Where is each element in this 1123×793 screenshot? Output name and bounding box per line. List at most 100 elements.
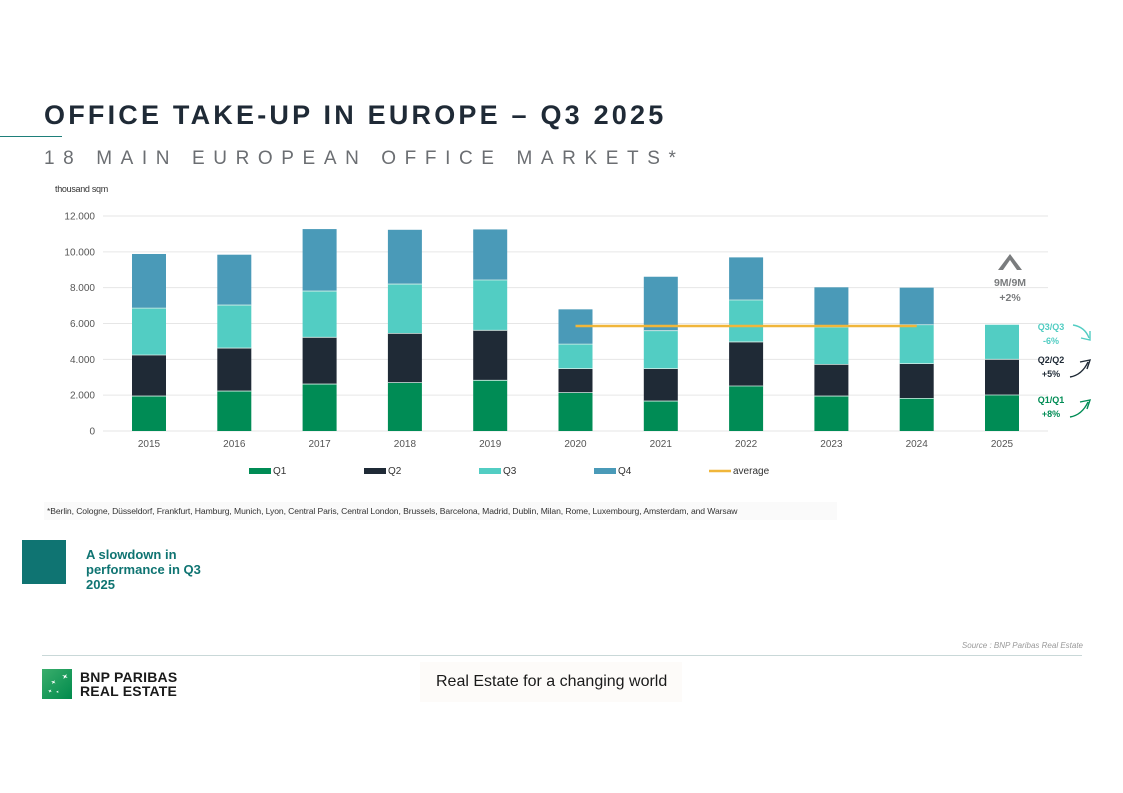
- legend-label: average: [733, 466, 770, 477]
- up-triangle-icon: [998, 254, 1022, 270]
- growth-label-q1-q1: Q1/Q1: [1038, 395, 1065, 405]
- x-tick-label: 2022: [735, 439, 758, 450]
- bar-q2-2016: [217, 348, 252, 392]
- arrow-curve: [1069, 361, 1089, 378]
- bar-q1-2015: [132, 396, 166, 431]
- bar-q2-2021: [643, 368, 678, 402]
- arrow-head: [1079, 399, 1092, 410]
- bar-q2-2024: [899, 363, 934, 399]
- growth-value-q1-q1: +8%: [1042, 409, 1060, 419]
- y-tick-label: 2.000: [70, 391, 95, 402]
- bar-q3-2025: [985, 324, 1019, 360]
- y-axis-ticks: 0 2.000 4.000 6.000 8.000 10.000 12.000: [64, 212, 95, 438]
- callout-text: A slowdown in performance in Q3 2025: [86, 547, 201, 592]
- bnp-paribas-logo: BNP PARIBAS REAL ESTATE: [42, 669, 177, 699]
- x-tick-label: 2019: [479, 439, 502, 450]
- bar-stack-2024: [899, 287, 934, 431]
- bar-q4-2023: [814, 287, 849, 328]
- y-tick-label: 0: [89, 427, 95, 438]
- legend-label: Q1: [273, 466, 287, 477]
- bar-q2-2015: [132, 355, 166, 397]
- bar-stack-2022: [729, 257, 764, 431]
- bar-q1-2021: [643, 401, 678, 431]
- bar-q4-2021: [643, 276, 678, 331]
- legend-item-average: average: [709, 466, 770, 477]
- title-divider: [0, 136, 62, 137]
- x-axis-ticks: 2015 2016 2017 2018 2019 2020 2021 2022 2023 2024…: [138, 439, 1014, 450]
- bar-q3-2015: [132, 308, 166, 356]
- growth-value-q3-q3: -6%: [1043, 336, 1059, 346]
- bar-q3-2021: [643, 330, 678, 369]
- stars-logo-icon: [42, 669, 72, 699]
- callout-marker: [22, 540, 66, 584]
- x-tick-label: 2017: [308, 439, 331, 450]
- x-tick-label: 2024: [906, 439, 929, 450]
- legend-label: Q3: [503, 466, 517, 477]
- x-tick-label: 2025: [991, 439, 1014, 450]
- bar-stack-2018: [387, 229, 422, 431]
- legend-item-q1: Q1: [249, 466, 287, 477]
- y-axis-unit-label: thousand sqm: [55, 184, 108, 194]
- bar-q1-2018: [387, 382, 422, 431]
- chart-legend: Q1 Q2 Q3 Q4 average: [249, 466, 770, 477]
- bar-q2-2025: [985, 359, 1019, 395]
- bar-q3-2018: [387, 284, 422, 334]
- bar-q1-2016: [217, 391, 252, 431]
- bar-stack-2019: [473, 229, 508, 431]
- bar-q1-2020: [558, 392, 593, 431]
- tagline: Real Estate for a changing world: [420, 662, 682, 702]
- bar-stack-2023: [814, 287, 849, 431]
- x-tick-label: 2016: [223, 439, 246, 450]
- growth-label-q3-q3: Q3/Q3: [1038, 322, 1065, 332]
- footer-divider: [42, 655, 1082, 656]
- arrow-down-icon: [1072, 324, 1091, 341]
- bar-q4-2015: [132, 253, 166, 309]
- arrow-head: [1080, 331, 1091, 341]
- bar-q4-2022: [729, 257, 764, 301]
- arrow-curve: [1072, 324, 1090, 339]
- bar-q1-2025: [985, 394, 1019, 431]
- legend-item-q3: Q3: [479, 466, 517, 477]
- source-note: Source : BNP Paribas Real Estate: [961, 641, 1083, 650]
- bar-q3-2022: [729, 300, 764, 342]
- x-tick-label: 2020: [564, 439, 587, 450]
- bar-q1-2017: [302, 384, 337, 431]
- bar-q3-2020: [558, 344, 593, 369]
- bar-q1-2022: [729, 386, 764, 431]
- page-title: OFFICE TAKE-UP IN EUROPE – Q3 2025: [44, 100, 667, 130]
- bar-q2-2017: [302, 337, 337, 385]
- bar-q4-2019: [473, 229, 508, 280]
- arrow-curve: [1069, 401, 1089, 418]
- legend-label: Q2: [388, 466, 402, 477]
- x-tick-label: 2021: [650, 439, 673, 450]
- bar-q2-2023: [814, 364, 849, 397]
- page-subtitle: 18 MAIN EUROPEAN OFFICE MARKETS*: [44, 148, 685, 169]
- legend-swatch: [249, 468, 271, 474]
- legend-item-q4: Q4: [594, 466, 632, 477]
- x-tick-label: 2018: [394, 439, 417, 450]
- bar-stack-2021: [643, 276, 678, 431]
- bar-q3-2019: [473, 279, 508, 331]
- markets-footnote: *Berlin, Cologne, Düsseldorf, Frankfurt,…: [44, 502, 837, 520]
- growth-9m-label: 9M/9M: [994, 277, 1026, 289]
- y-tick-label: 6.000: [70, 319, 95, 330]
- bar-q4-2016: [217, 254, 252, 306]
- bar-q4-2024: [899, 287, 934, 325]
- bar-q3-2016: [217, 305, 252, 349]
- y-tick-label: 10.000: [64, 247, 95, 258]
- legend-item-q2: Q2: [364, 466, 402, 477]
- y-tick-label: 8.000: [70, 283, 95, 294]
- growth-9m-value: +2%: [999, 292, 1021, 304]
- y-tick-label: 4.000: [70, 355, 95, 366]
- bar-stack-2015: [132, 253, 166, 431]
- bar-q1-2024: [899, 398, 934, 431]
- bar-stack-2020: [558, 309, 593, 431]
- arrow-up-icon: [1069, 399, 1092, 418]
- logo-line-1: BNP PARIBAS: [80, 669, 178, 685]
- bar-stack-2016: [217, 254, 252, 431]
- growth-value-q2-q2: +5%: [1042, 369, 1060, 379]
- bar-q1-2023: [814, 396, 849, 431]
- bar-q1-2019: [473, 380, 508, 431]
- bar-q2-2020: [558, 368, 593, 393]
